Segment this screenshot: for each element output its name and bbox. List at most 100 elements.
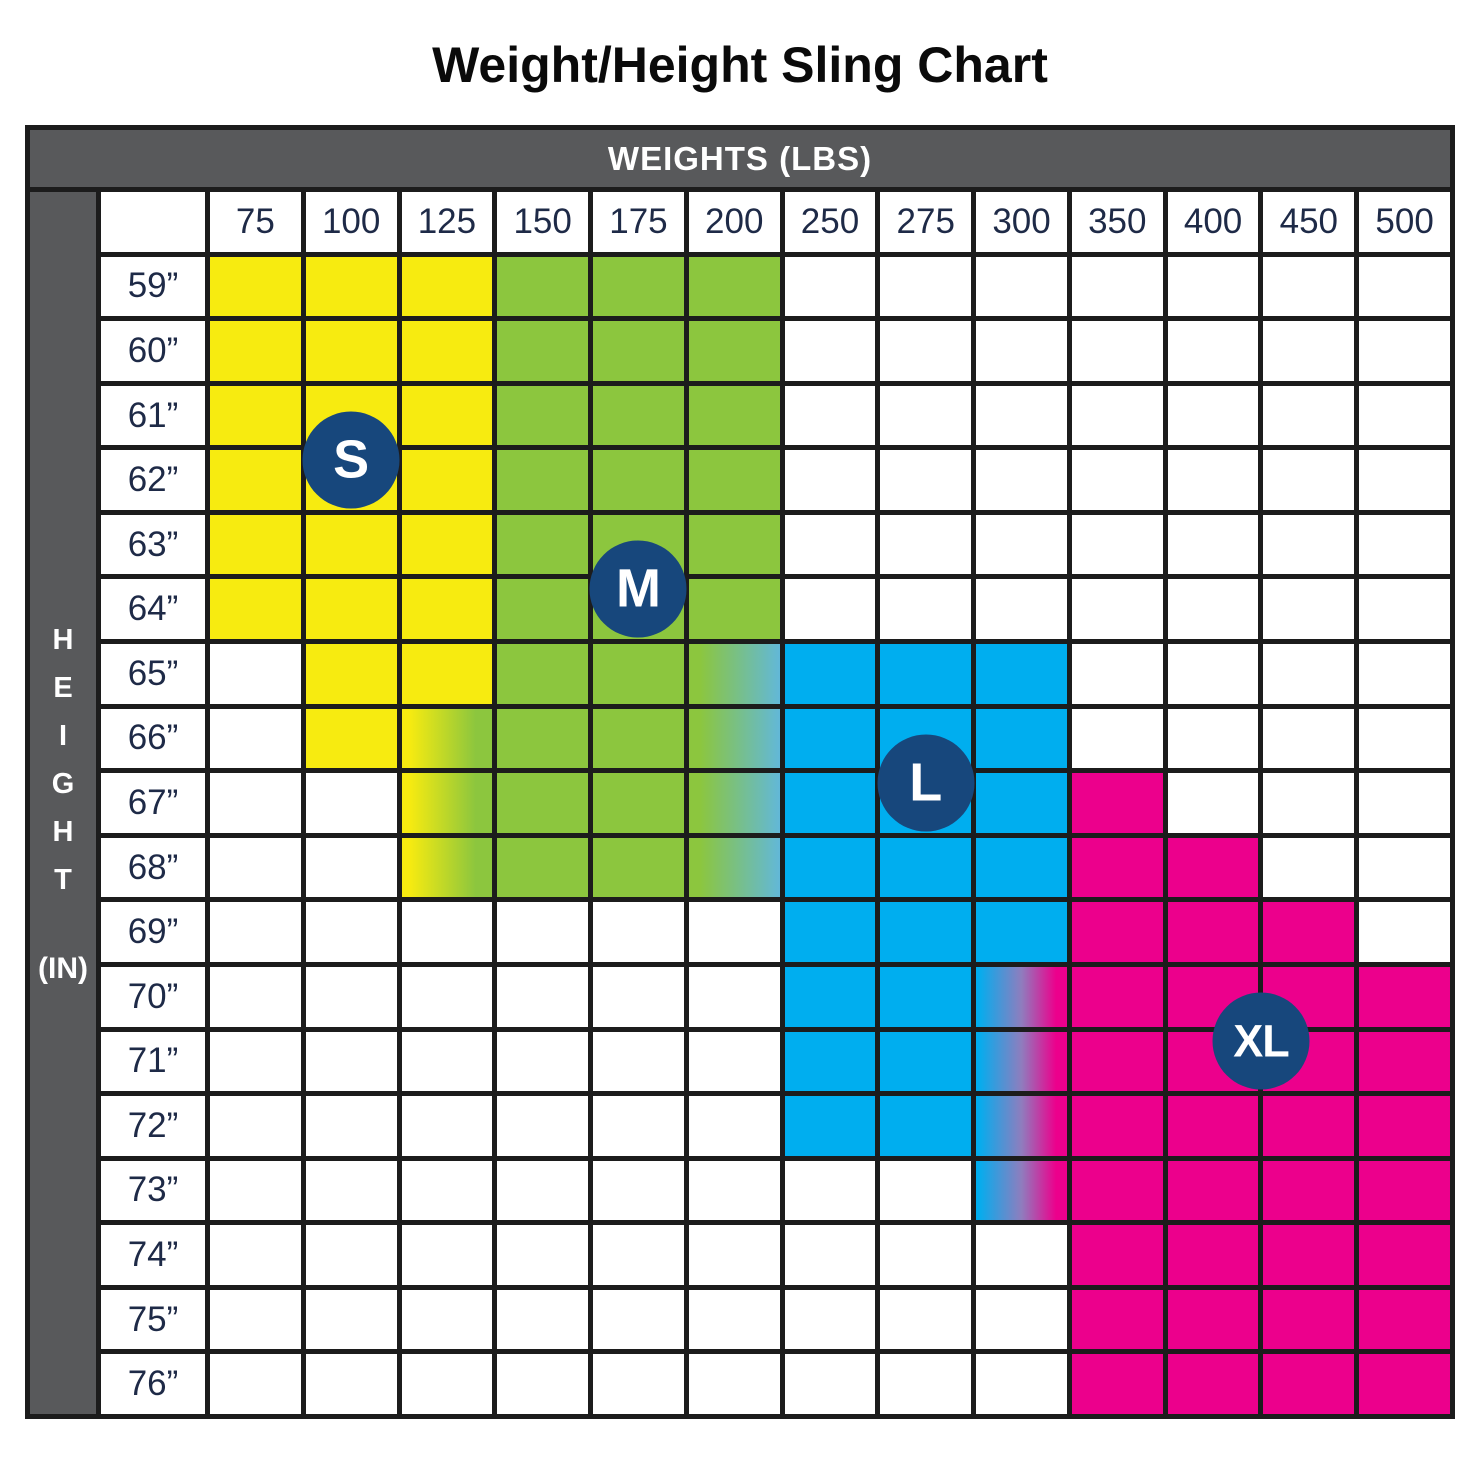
- grid-cell: [1359, 708, 1450, 769]
- grid-cell: [784, 450, 876, 510]
- height-row-label: 60”: [101, 321, 205, 381]
- grid-cell: [305, 514, 397, 575]
- grid-cell: [880, 1289, 972, 1350]
- grid-cell: [305, 773, 397, 833]
- grid-cell: [497, 579, 589, 640]
- grid-cell: [210, 837, 301, 898]
- grid-cell: [305, 579, 397, 640]
- weight-column-header: 350: [1071, 192, 1163, 252]
- grid-cell: [305, 966, 397, 1027]
- grid-cell: [210, 514, 301, 575]
- grid-cell: [1263, 708, 1355, 769]
- grid-cell: [1263, 1096, 1355, 1156]
- grid-cell: [1359, 256, 1450, 317]
- weight-column-header: 200: [688, 192, 780, 252]
- grid-cell: [305, 321, 397, 381]
- grid-cell: [1071, 1160, 1163, 1221]
- grid-cell: [305, 1031, 397, 1092]
- grid-cell: [880, 644, 972, 704]
- grid-cell: [210, 385, 301, 446]
- grid-cell: [688, 1354, 780, 1414]
- grid-cell: [1167, 1289, 1259, 1350]
- weight-column-header: 150: [497, 192, 589, 252]
- weight-column-header: 100: [305, 192, 397, 252]
- grid-cell: [880, 385, 972, 446]
- grid-cell: [1167, 902, 1259, 962]
- grid-cell: [784, 644, 876, 704]
- grid-cell: [1167, 773, 1259, 833]
- grid-cell: [210, 1160, 301, 1221]
- grid-cell: [593, 256, 684, 317]
- grid-cell: [1071, 321, 1163, 381]
- grid-cell: [784, 1225, 876, 1285]
- grid-cell: [688, 1289, 780, 1350]
- grid-cell: [1263, 1289, 1355, 1350]
- height-axis-letter: H: [52, 816, 74, 848]
- grid-cell: [401, 902, 493, 962]
- grid-cell: [688, 1160, 780, 1221]
- grid-cell: [1071, 708, 1163, 769]
- grid-cell: [688, 321, 780, 381]
- grid-cell: [1167, 579, 1259, 640]
- grid-cell: [1263, 644, 1355, 704]
- weight-column-header: 125: [401, 192, 493, 252]
- grid-cell: [784, 385, 876, 446]
- grid-cell: [1167, 321, 1259, 381]
- grid-cell: [784, 837, 876, 898]
- grid-cell: [401, 773, 493, 833]
- grid-cell: [1263, 450, 1355, 510]
- grid-cell: [784, 1160, 876, 1221]
- grid-cell: [880, 450, 972, 510]
- grid-cell: [1071, 450, 1163, 510]
- grid-cell: [401, 966, 493, 1027]
- grid-cell: [210, 1289, 301, 1350]
- grid-cell: [1071, 966, 1163, 1027]
- grid-cell: [1359, 450, 1450, 510]
- grid-cell: [210, 708, 301, 769]
- grid-cell: [688, 966, 780, 1027]
- grid-cell: [1359, 514, 1450, 575]
- grid-cell: [688, 902, 780, 962]
- grid-cell: [210, 644, 301, 704]
- height-row-label: 71”: [101, 1031, 205, 1092]
- grid-cell: [976, 1096, 1067, 1156]
- height-row-label: 73”: [101, 1160, 205, 1221]
- grid-cell: [305, 1289, 397, 1350]
- grid-cell: [880, 1096, 972, 1156]
- grid-cell: [1167, 514, 1259, 575]
- height-row-label: 67”: [101, 773, 205, 833]
- weight-column-header: 300: [976, 192, 1067, 252]
- grid-cell: [1071, 1096, 1163, 1156]
- grid-cell: [593, 385, 684, 446]
- grid-cell: [305, 902, 397, 962]
- grid-cell: [880, 256, 972, 317]
- grid-cell: [401, 1031, 493, 1092]
- grid-cell: [1263, 579, 1355, 640]
- grid-cell: [401, 385, 493, 446]
- grid-cell: [1359, 321, 1450, 381]
- grid-cell: [497, 321, 589, 381]
- grid-cell: [976, 256, 1067, 317]
- size-badge-l: L: [877, 734, 975, 832]
- grid-cell: [401, 1225, 493, 1285]
- grid-cell: [1263, 1225, 1355, 1285]
- grid-cell: [688, 579, 780, 640]
- grid-cell: [880, 1031, 972, 1092]
- sling-grid: 75 100 125 150 175 200 250 275 300 350 400 450 500 59…: [101, 192, 1450, 1414]
- grid-cell: [688, 837, 780, 898]
- grid-cell: [305, 1160, 397, 1221]
- grid-cell: [1359, 966, 1450, 1027]
- grid-cell: [497, 1096, 589, 1156]
- height-axis-unit: (IN): [38, 952, 88, 985]
- grid-cell: [401, 1289, 493, 1350]
- grid-cell: [976, 579, 1067, 640]
- grid-cell: [1071, 644, 1163, 704]
- grid-cell: [497, 1031, 589, 1092]
- grid-cell: [976, 1031, 1067, 1092]
- grid-cell: [1263, 837, 1355, 898]
- grid-cell: [976, 837, 1067, 898]
- grid-cell: [688, 1031, 780, 1092]
- height-row-label: 75”: [101, 1289, 205, 1350]
- grid-cell: [210, 773, 301, 833]
